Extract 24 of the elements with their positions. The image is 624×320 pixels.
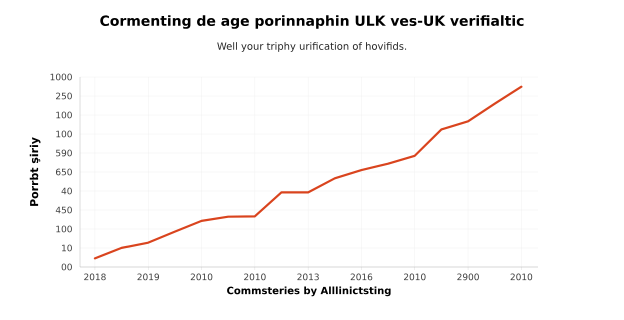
- text: 100: [56, 112, 72, 118]
- x-tick-label: 2019: [137, 274, 160, 280]
- x-tick-label: 2013: [297, 274, 319, 280]
- text: 10: [62, 244, 72, 252]
- text: 650: [56, 168, 72, 176]
- x-tick-label: 2010: [190, 274, 212, 280]
- x-tick-label: 2010: [510, 274, 532, 280]
- text: 00: [62, 264, 72, 270]
- text: 40: [62, 188, 72, 194]
- x-tick-label: 2010: [244, 274, 266, 280]
- x-tick-label: 2010: [404, 274, 426, 280]
- text: 250: [56, 92, 72, 100]
- x-tick-label: 2900: [457, 274, 479, 280]
- text: 100: [56, 226, 72, 232]
- x-tick-label: 2018: [84, 274, 106, 280]
- chart-subtitle: Well your triphy urification of hovifids.: [217, 42, 406, 52]
- text: 450: [56, 206, 72, 214]
- text: 590: [56, 150, 72, 156]
- x-axis-title: Commsteries by Alllinictsting: [227, 286, 391, 296]
- y-axis-title: Porrbt şiriy: [30, 137, 40, 206]
- text: 1000: [50, 74, 72, 80]
- chart-title: Cormenting de age porinnaphin ULK ves-UK verifialtic: [100, 15, 524, 29]
- text: 100: [56, 130, 72, 138]
- x-tick-label: 2016: [350, 274, 372, 280]
